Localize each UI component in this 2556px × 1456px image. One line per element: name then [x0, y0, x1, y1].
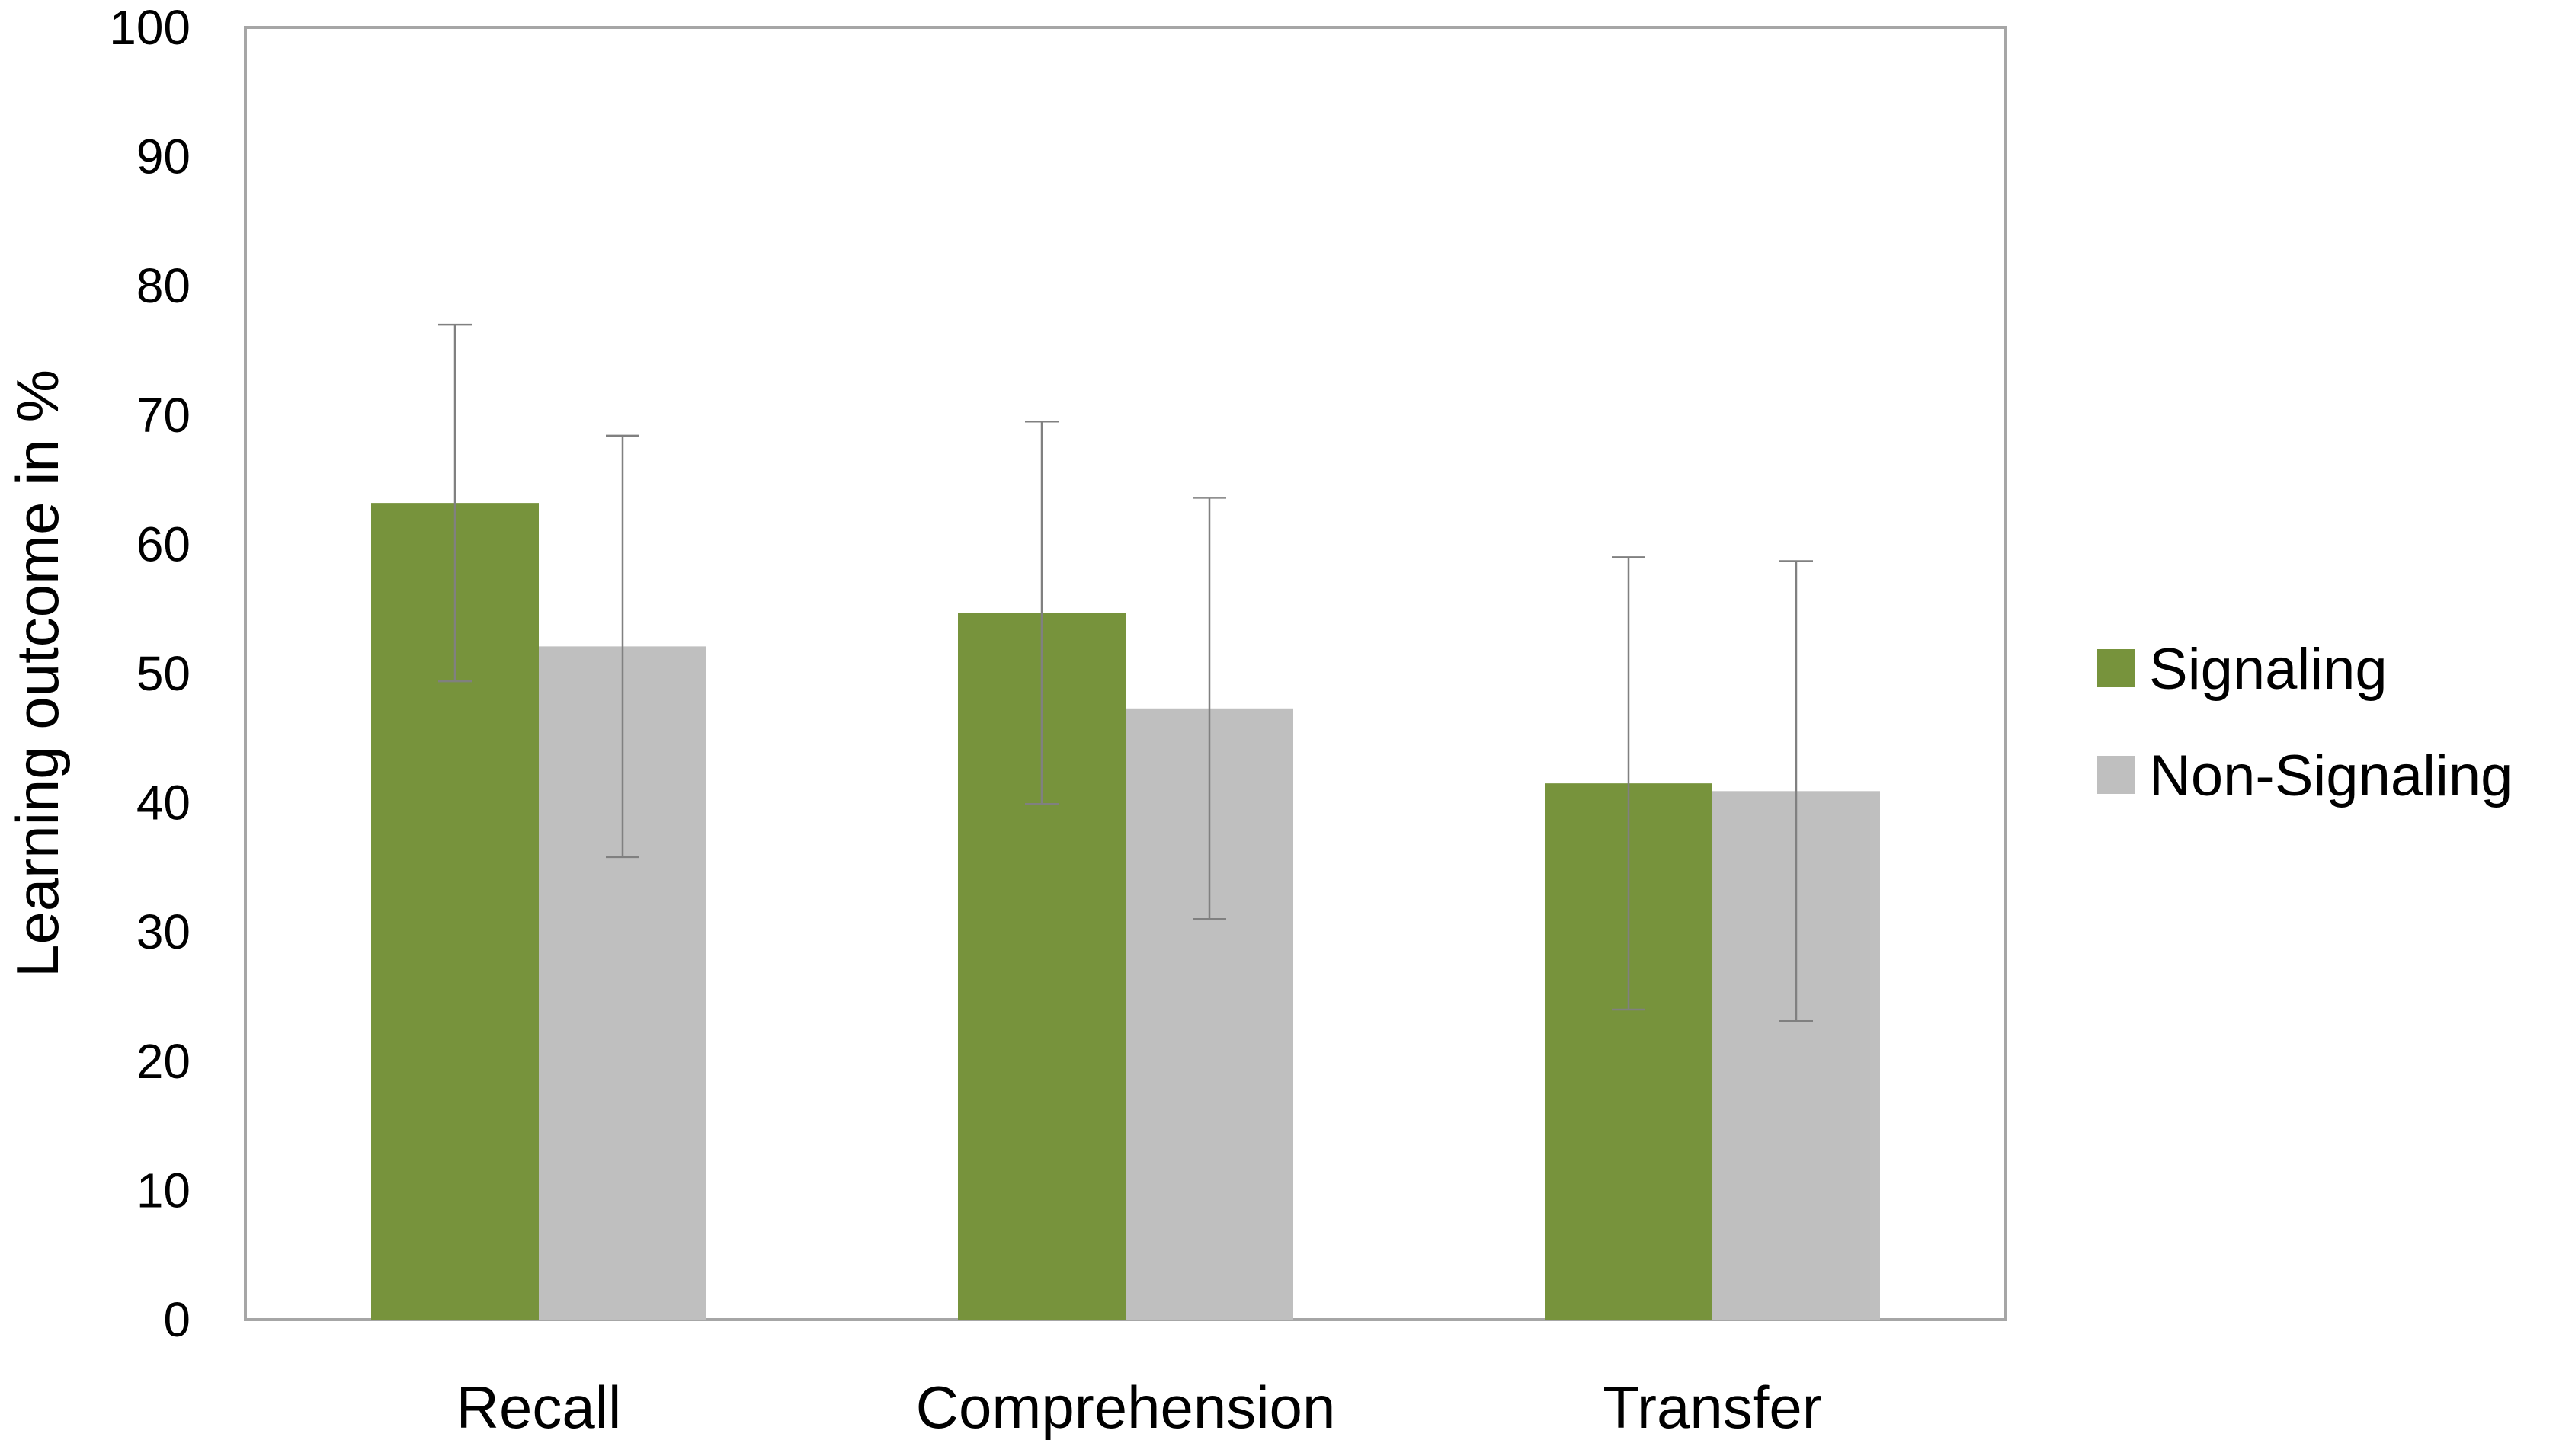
y-tick-label: 50: [136, 646, 191, 701]
y-tick-label: 20: [136, 1034, 191, 1089]
x-category-label: Comprehension: [916, 1374, 1336, 1441]
y-axis-ticks: 0 10 20 30 40 50 60 70 80 90 100: [109, 0, 191, 1347]
y-tick-label: 90: [136, 130, 191, 184]
y-tick-label: 40: [136, 776, 191, 830]
y-tick-label: 80: [136, 258, 191, 313]
x-axis-categories: Recall Comprehension Transfer: [456, 1374, 1822, 1441]
legend-swatch-signaling: [2097, 649, 2135, 687]
y-tick-label: 0: [163, 1292, 191, 1347]
y-tick-label: 10: [136, 1163, 191, 1218]
y-tick-label: 100: [109, 0, 191, 55]
legend: Signaling Non-Signaling: [2097, 637, 2513, 808]
legend-label: Signaling: [2149, 637, 2388, 702]
error-bars-group: [438, 323, 1813, 1022]
x-category-label: Recall: [456, 1374, 622, 1441]
y-tick-label: 30: [136, 904, 191, 959]
legend-swatch-non-signaling: [2097, 756, 2135, 794]
y-axis-title: Learning outcome in %: [4, 370, 71, 978]
legend-label: Non-Signaling: [2149, 744, 2513, 808]
y-tick-label: 70: [136, 388, 191, 443]
y-tick-label: 60: [136, 517, 191, 571]
x-category-label: Transfer: [1603, 1374, 1822, 1441]
